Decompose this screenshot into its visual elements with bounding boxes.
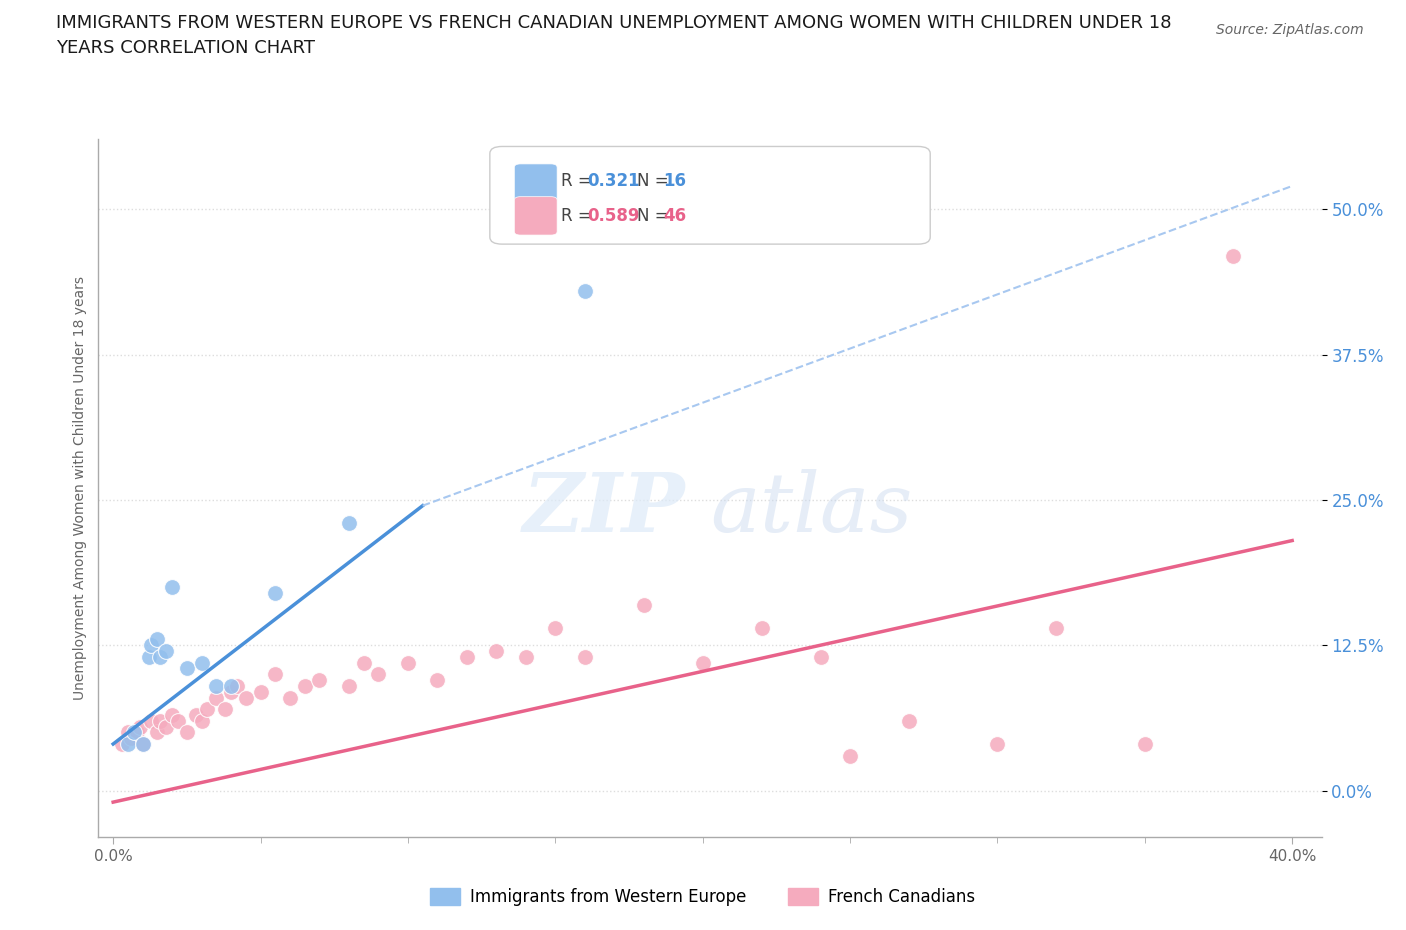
Point <box>692 656 714 671</box>
Point <box>214 701 236 716</box>
Point <box>235 690 257 705</box>
Point <box>117 737 139 751</box>
Point <box>1045 620 1067 635</box>
Point <box>986 737 1008 751</box>
Point <box>515 649 537 664</box>
Point <box>160 708 183 723</box>
FancyBboxPatch shape <box>515 164 557 203</box>
Point <box>294 679 316 694</box>
Text: 0.589: 0.589 <box>588 206 640 224</box>
Point <box>146 725 169 740</box>
Text: atlas: atlas <box>710 469 912 550</box>
Point <box>184 708 207 723</box>
Point <box>839 748 862 763</box>
Text: R =: R = <box>561 206 596 224</box>
Point <box>111 737 134 751</box>
Point <box>155 644 177 658</box>
Point <box>197 701 219 716</box>
Point <box>138 649 160 664</box>
Text: 0.321: 0.321 <box>588 172 640 191</box>
Point <box>219 684 242 699</box>
Point <box>226 679 249 694</box>
Point <box>122 725 145 740</box>
Point <box>131 737 153 751</box>
Text: N =: N = <box>637 206 673 224</box>
Point <box>149 713 172 728</box>
Point <box>131 737 153 751</box>
Point <box>751 620 773 635</box>
Point <box>574 284 596 299</box>
Point <box>141 713 163 728</box>
Point <box>160 579 183 594</box>
Point <box>353 656 375 671</box>
Point <box>396 656 419 671</box>
FancyBboxPatch shape <box>489 147 931 245</box>
Point <box>155 719 177 734</box>
Text: R =: R = <box>561 172 596 191</box>
Point <box>146 632 169 647</box>
Point <box>1133 737 1156 751</box>
Point <box>190 656 212 671</box>
Point <box>337 679 360 694</box>
Point <box>367 667 389 682</box>
Point <box>176 725 198 740</box>
Point <box>167 713 190 728</box>
FancyBboxPatch shape <box>515 197 557 235</box>
Point <box>205 679 228 694</box>
Text: 16: 16 <box>664 172 686 191</box>
Point <box>1222 248 1244 263</box>
Point <box>264 586 287 601</box>
Point <box>219 679 242 694</box>
Point <box>278 690 301 705</box>
Point <box>456 649 478 664</box>
Point <box>308 672 330 687</box>
Text: N =: N = <box>637 172 673 191</box>
Point <box>125 725 148 740</box>
Point <box>249 684 271 699</box>
Point <box>117 725 139 740</box>
Point <box>898 713 921 728</box>
Point <box>544 620 567 635</box>
Point <box>574 649 596 664</box>
Point <box>810 649 832 664</box>
Point <box>128 719 150 734</box>
Point <box>205 690 228 705</box>
Point <box>426 672 449 687</box>
Text: 46: 46 <box>664 206 686 224</box>
Point <box>141 638 163 653</box>
Point <box>149 649 172 664</box>
Point <box>485 644 508 658</box>
Point <box>120 731 142 746</box>
Text: Source: ZipAtlas.com: Source: ZipAtlas.com <box>1216 23 1364 37</box>
Text: IMMIGRANTS FROM WESTERN EUROPE VS FRENCH CANADIAN UNEMPLOYMENT AMONG WOMEN WITH : IMMIGRANTS FROM WESTERN EUROPE VS FRENCH… <box>56 14 1171 32</box>
Point <box>633 597 655 612</box>
Point <box>337 516 360 531</box>
Point <box>176 661 198 676</box>
Y-axis label: Unemployment Among Women with Children Under 18 years: Unemployment Among Women with Children U… <box>73 276 87 700</box>
Text: ZIP: ZIP <box>523 469 686 550</box>
Legend: Immigrants from Western Europe, French Canadians: Immigrants from Western Europe, French C… <box>423 881 983 912</box>
Point <box>190 713 212 728</box>
Point <box>264 667 287 682</box>
Text: YEARS CORRELATION CHART: YEARS CORRELATION CHART <box>56 39 315 57</box>
